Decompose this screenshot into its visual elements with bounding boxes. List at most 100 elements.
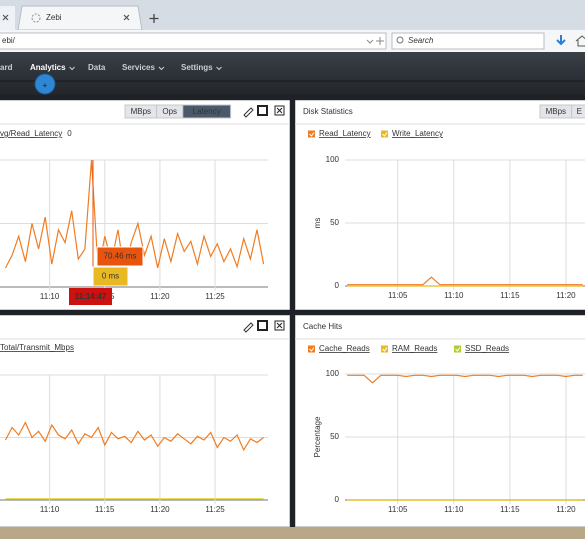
maximize-icon[interactable] <box>257 105 268 116</box>
legend-label[interactable]: Read_Latency <box>319 129 371 138</box>
legend-check <box>309 132 315 137</box>
panel-group: Disk Statistics MBps E Read_Latency Write_La… <box>295 100 585 310</box>
nav-caret[interactable] <box>216 66 222 71</box>
panel-content: MBpsOpsLatencyvg/Read_Latency00501000511… <box>0 100 290 310</box>
reload-icon[interactable] <box>376 37 384 45</box>
legend-checkbox[interactable] <box>308 130 315 138</box>
search-placeholder: Search <box>408 36 434 45</box>
legend-label[interactable]: RAM_Reads <box>392 344 437 353</box>
legend-check <box>382 132 388 137</box>
panel <box>0 315 290 527</box>
toggle-button[interactable] <box>571 104 585 119</box>
add-button[interactable] <box>34 73 56 95</box>
new-tab[interactable] <box>149 14 159 23</box>
tab-close[interactable] <box>123 14 130 21</box>
tab[interactable] <box>17 5 143 31</box>
x-tick-label: 11:05 <box>388 291 408 300</box>
tab-title: Zebi <box>46 13 62 22</box>
nav-items: ard Analytics Data Services Settings <box>0 63 222 72</box>
panel-content: Disk Statistics MBps E Read_Latency Write_La… <box>295 100 585 310</box>
panel <box>295 315 585 527</box>
x-tick-label: 11:15 <box>500 291 520 300</box>
edit-icon[interactable] <box>243 322 254 333</box>
legend-checkbox[interactable] <box>381 130 388 138</box>
panel-title: Cache Hits <box>303 322 342 331</box>
nav-item[interactable]: Services <box>122 63 155 72</box>
footer <box>0 527 585 539</box>
toggle-button-label[interactable]: Latency <box>193 107 221 116</box>
panel <box>295 100 585 310</box>
legend-checkbox[interactable] <box>308 345 315 353</box>
legend-label[interactable]: vg/Read_Latency <box>0 129 62 138</box>
x-tick-label: 11:20 <box>556 291 576 300</box>
download-icon[interactable] <box>556 35 566 46</box>
x-tick-label: 11:05 <box>388 505 408 514</box>
tooltip-time: 11:14:47 <box>75 292 107 301</box>
x-tick-label: 11:20 <box>150 292 170 301</box>
home-icon[interactable] <box>575 35 585 47</box>
toggle-button-label[interactable]: MBps <box>546 107 566 116</box>
tab-icon <box>31 13 41 23</box>
nav-caret[interactable] <box>69 66 75 71</box>
nav-item[interactable]: Analytics <box>30 63 66 72</box>
tooltip-box <box>96 246 144 267</box>
nav-item[interactable]: Data <box>88 63 106 72</box>
legend-check <box>455 347 461 352</box>
panel-content: Cache Hits Cache_Reads RAM_Reads SSD_Reads P… <box>295 315 585 527</box>
search-icon <box>396 36 404 44</box>
series-line <box>347 374 583 384</box>
close-icon[interactable] <box>276 322 283 329</box>
close-icon[interactable] <box>276 107 283 114</box>
toggle-button[interactable] <box>182 104 232 119</box>
search-box[interactable] <box>391 32 545 50</box>
y-tick-label: 0 <box>335 495 340 504</box>
legend-checkbox[interactable] <box>454 345 461 353</box>
legend-checkbox[interactable] <box>381 345 388 353</box>
tooltip-value: 0 ms <box>102 272 119 281</box>
legend-label[interactable]: Cache_Reads <box>319 344 370 353</box>
nav-item[interactable]: Settings <box>181 63 213 72</box>
panel-group: Cache Hits Cache_Reads RAM_Reads SSD_Reads P… <box>295 315 585 527</box>
dropdown-icon[interactable] <box>366 39 374 44</box>
x-tick-label: 11:20 <box>150 505 170 514</box>
maximize-icon[interactable] <box>257 320 268 331</box>
y-axis-title: ms <box>313 218 322 229</box>
tooltip-time-box <box>69 288 112 305</box>
legend-check <box>309 347 315 352</box>
legend-label[interactable]: Total/Transmit_Mbps <box>0 343 74 352</box>
x-tick-label: 11:25 <box>205 292 225 301</box>
nav-caret[interactable] <box>158 66 165 71</box>
nav-bar <box>0 52 585 95</box>
series-line <box>4 159 265 275</box>
address-text: ebi/ <box>2 36 16 45</box>
x-tick-label: 11:10 <box>40 292 60 301</box>
panels: MBpsOpsLatencyvg/Read_Latency00501000511… <box>0 100 585 527</box>
y-axis-title: Percentage <box>313 416 322 457</box>
tab-close[interactable] <box>2 14 9 21</box>
tab[interactable] <box>0 6 15 30</box>
x-tick-label: 11:20 <box>556 505 576 514</box>
x-tick-label: 11:15 <box>95 505 115 514</box>
toggle-button-label[interactable]: MBps <box>131 107 151 116</box>
tooltip-value: 70.46 ms <box>104 252 137 261</box>
toggle-button-label[interactable]: E <box>577 107 582 116</box>
panel-content: Total/Transmit_Mbps0501000511:1011:1511:… <box>0 315 290 527</box>
legend-label[interactable]: SSD_Reads <box>465 344 509 353</box>
panel <box>0 100 290 310</box>
y-tick-label: 100 <box>326 155 340 164</box>
x-tick-label: 11:25 <box>205 505 225 514</box>
legend-value: 0 <box>67 129 72 138</box>
toggle-button-label[interactable]: Ops <box>162 107 177 116</box>
series-line <box>4 421 264 452</box>
panel-group: MBpsOpsLatencyvg/Read_Latency00501000511… <box>0 100 290 310</box>
nav-item[interactable]: ard <box>0 63 13 72</box>
y-tick-label: 50 <box>330 218 339 227</box>
panel-group: Total/Transmit_Mbps0501000511:1011:1511:… <box>0 315 290 527</box>
series-line <box>347 276 583 286</box>
edit-icon[interactable] <box>243 107 254 118</box>
x-tick-label: 11:10 <box>444 505 464 514</box>
legend-label[interactable]: Write_Latency <box>392 129 443 138</box>
panel-title: Disk Statistics <box>303 107 353 116</box>
y-tick-label: 50 <box>330 432 339 441</box>
address-bar[interactable] <box>0 32 387 50</box>
